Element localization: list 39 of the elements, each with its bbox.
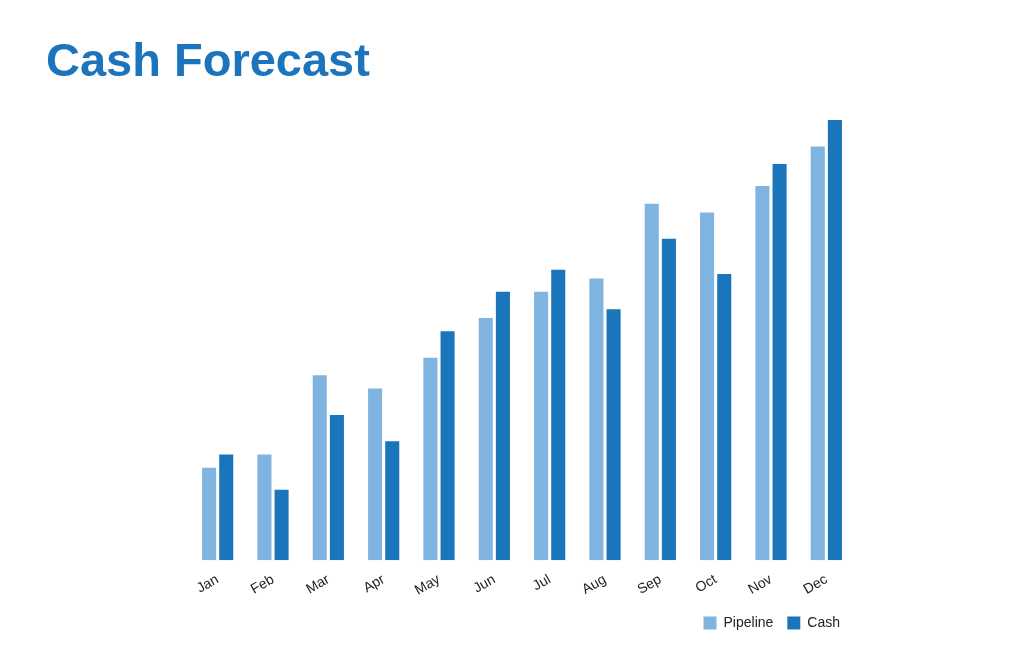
bar [274,489,289,561]
bar [329,414,344,561]
bar [772,164,787,561]
bar [700,212,715,561]
bar [312,375,327,561]
bar [551,269,566,561]
bar [717,274,732,561]
bar [202,467,217,561]
bar [755,186,770,561]
x-tick-label: Dec [800,570,830,597]
bar [606,309,621,561]
x-tick-label: Sep [634,570,664,597]
bar [385,441,400,561]
legend-label: Cash [807,613,840,630]
bar [589,278,604,561]
bar [440,331,455,561]
x-tick-label: Jun [470,570,498,596]
x-tick-label: Jan [193,570,222,596]
x-tick-label: Aug [578,570,609,597]
bar [368,388,383,561]
bar [495,291,510,561]
bar [827,120,842,561]
x-tick-label: Mar [302,570,333,597]
bar [661,238,676,561]
bar [534,291,549,561]
bar [810,146,825,561]
x-tick-label: Nov [744,570,775,597]
x-tick-label: Jul [529,570,554,594]
bar [644,203,659,561]
chart-title: Cash Forecast [46,33,370,86]
x-tick-label: Apr [360,570,388,596]
x-tick-label: May [411,570,443,598]
bar [423,357,438,561]
legend-label: Pipeline [723,613,774,630]
bar [257,454,272,561]
x-tick-label: Oct [692,570,720,596]
bar [478,318,493,561]
x-tick-label: Feb [247,570,277,597]
bar [219,454,234,561]
